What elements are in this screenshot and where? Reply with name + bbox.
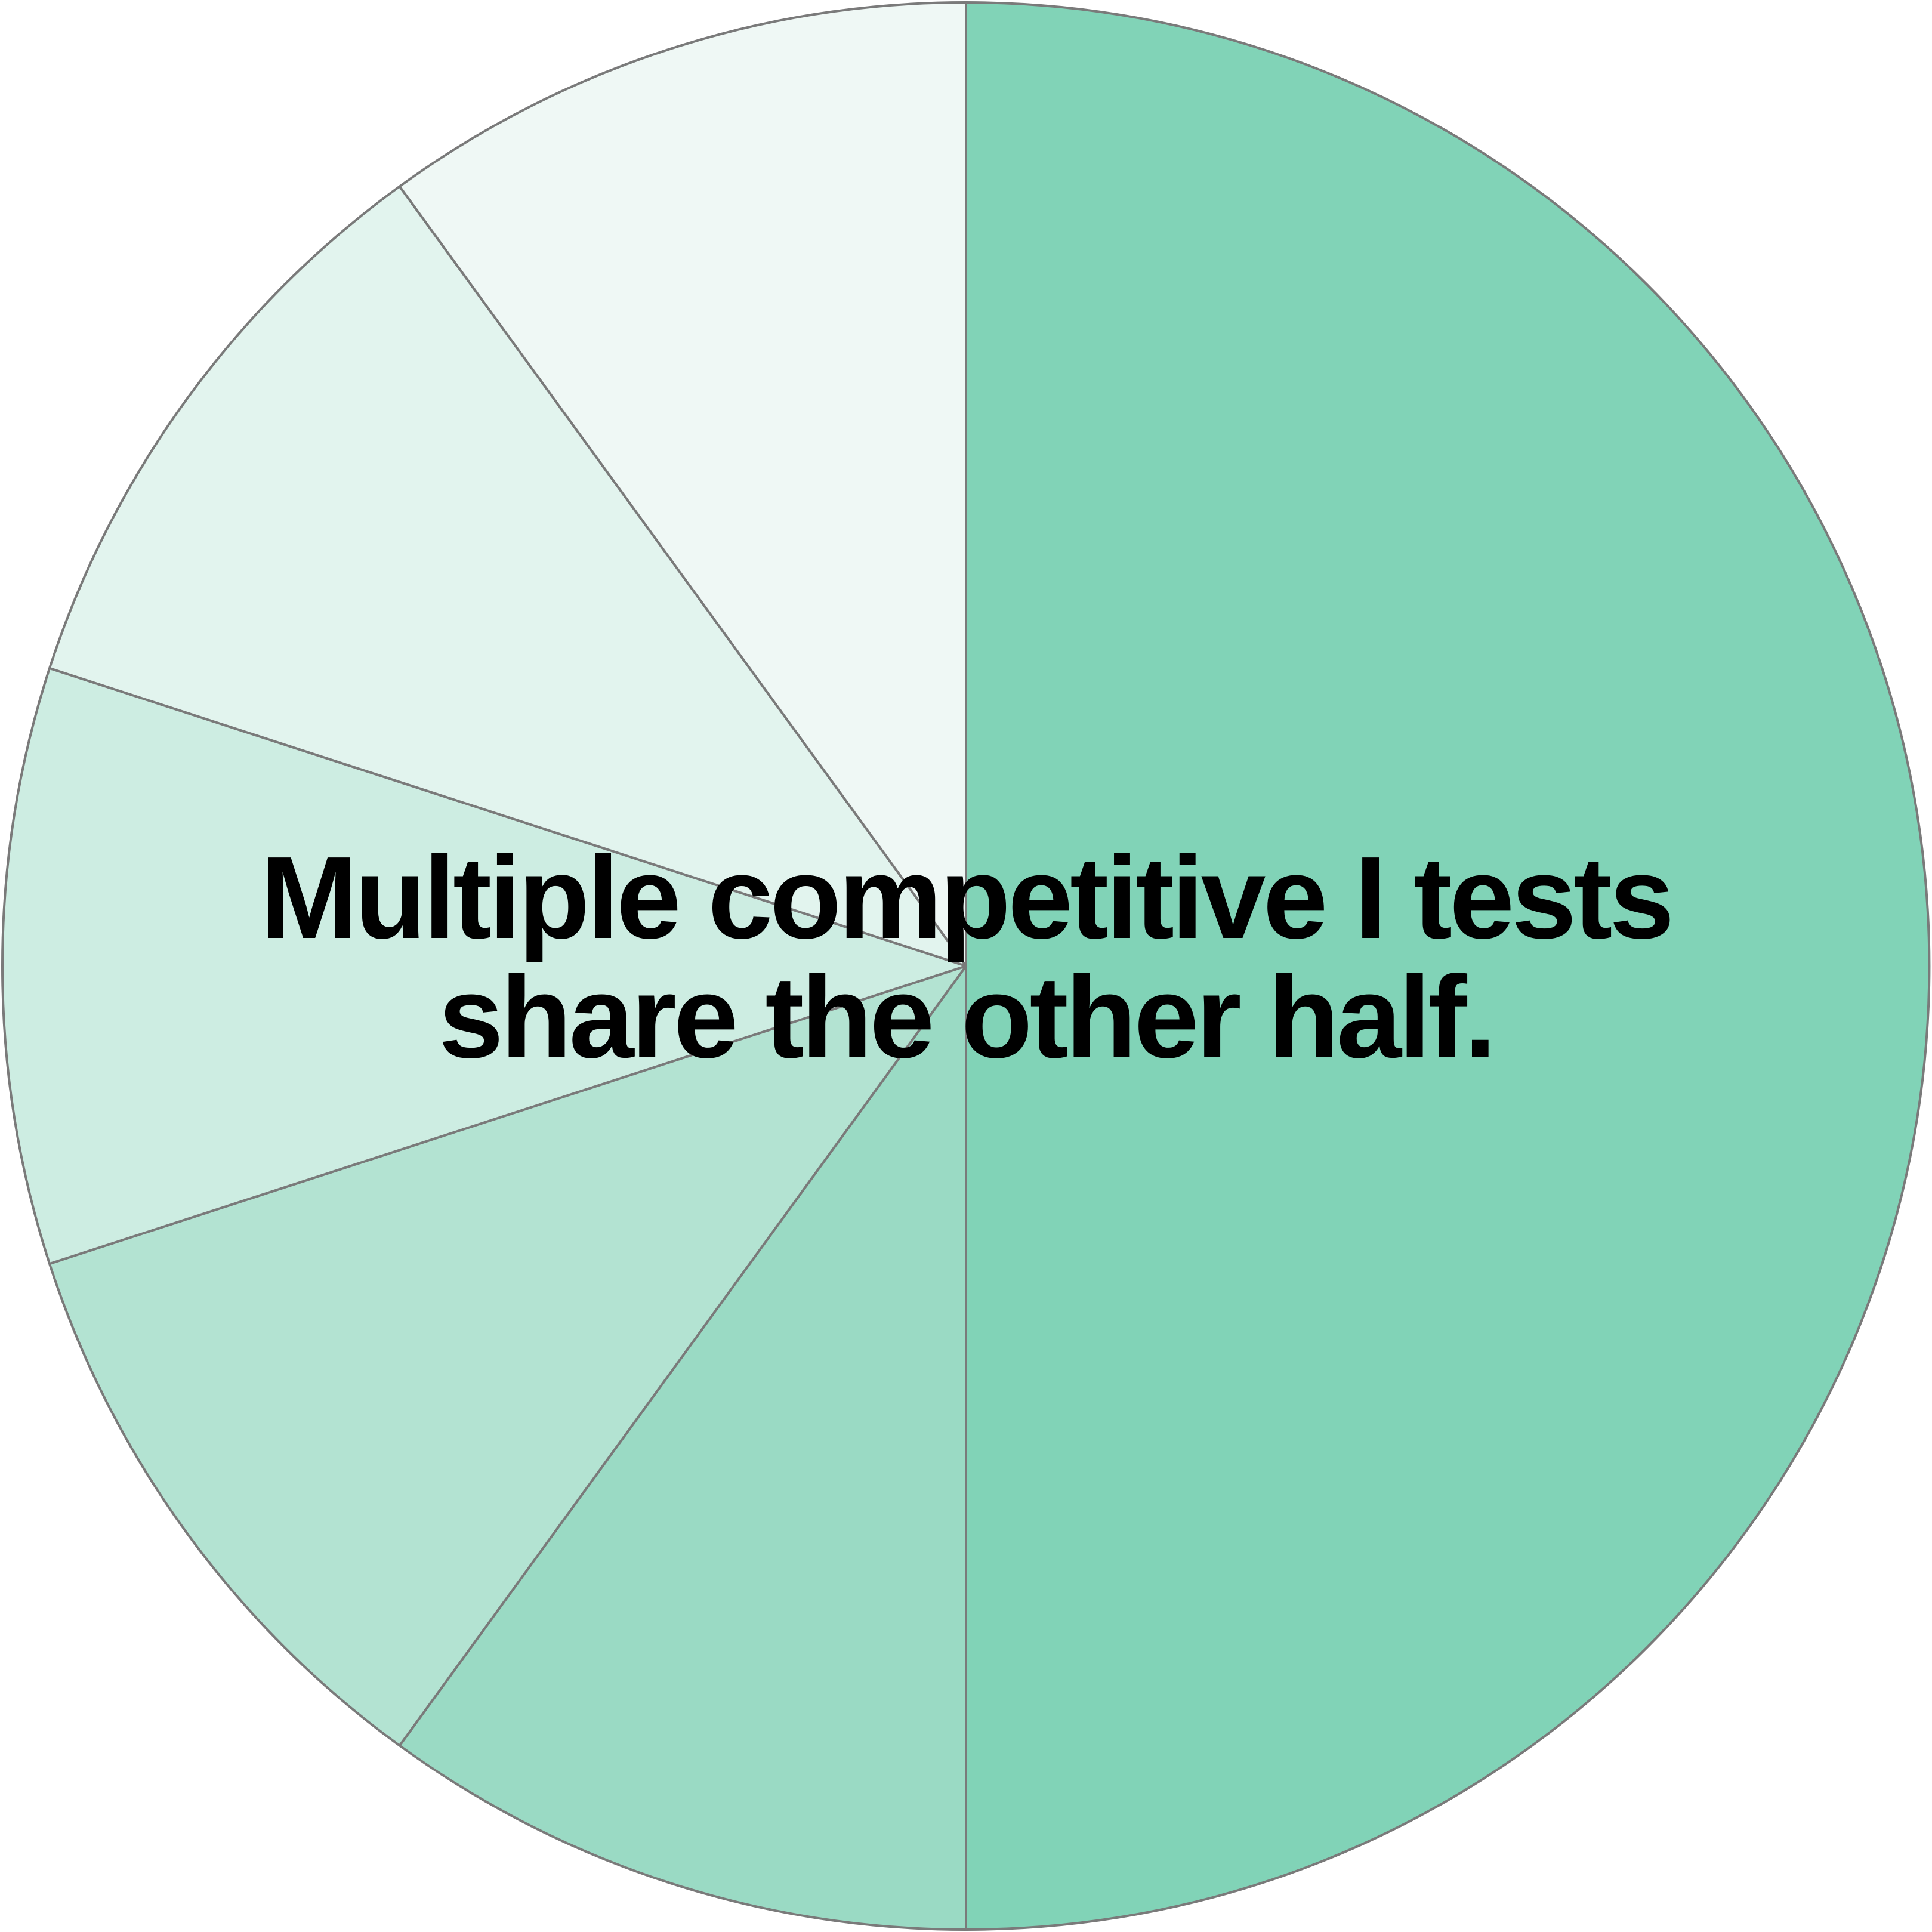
pie-slice-4 xyxy=(1,666,967,1266)
pie-slice-1 xyxy=(965,1,1931,1931)
pie-slice-6 xyxy=(398,1,967,967)
pie-slice-3 xyxy=(48,965,967,1747)
pie-slice-2 xyxy=(398,965,967,1931)
pie-slice-5 xyxy=(48,185,967,967)
